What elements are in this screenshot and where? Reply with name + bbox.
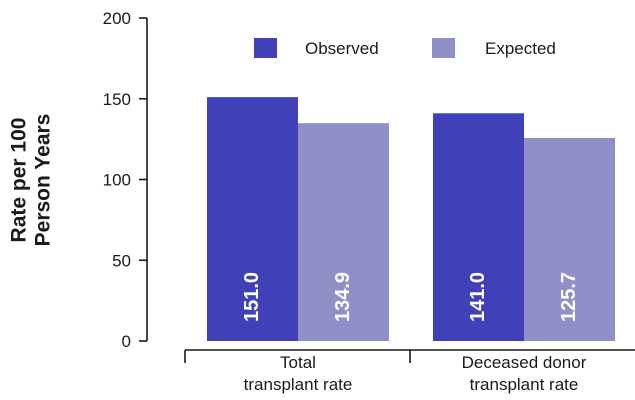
y-tick-label: 0 bbox=[122, 332, 131, 351]
legend: Observed Expected bbox=[254, 38, 556, 58]
bars: 151.0 134.9 141.0 125.7 bbox=[207, 97, 615, 341]
legend-label: Expected bbox=[485, 39, 556, 58]
bar-observed bbox=[207, 97, 298, 341]
bar-expected bbox=[524, 137, 615, 341]
bar-expected bbox=[298, 123, 389, 341]
x-category-label: Total transplant rate bbox=[244, 353, 353, 394]
x-category-label-line: transplant rate bbox=[470, 375, 579, 394]
x-category-label-line: Total bbox=[280, 353, 316, 372]
y-tick-label: 150 bbox=[103, 90, 131, 109]
bar-value-label: 141.0 bbox=[467, 272, 489, 322]
bar-value-label: 134.9 bbox=[332, 272, 354, 322]
legend-swatch-expected bbox=[432, 38, 455, 58]
bar-observed bbox=[433, 113, 524, 341]
y-axis-label-line: Person Years bbox=[32, 114, 55, 247]
y-axis: 0 50 100 150 200 bbox=[103, 9, 148, 351]
y-axis-label: Rate per 100Person Years bbox=[7, 114, 54, 247]
y-tick-label: 200 bbox=[103, 9, 131, 28]
x-axis: Total transplant rate Deceased donor transp… bbox=[184, 349, 635, 394]
x-category-label-line: transplant rate bbox=[244, 375, 353, 394]
bar-value-label: 125.7 bbox=[558, 272, 580, 322]
x-category-label-line: Deceased donor bbox=[462, 353, 587, 372]
legend-label: Observed bbox=[305, 39, 379, 58]
y-tick-label: 50 bbox=[112, 251, 131, 270]
x-category-label: Deceased donor transplant rate bbox=[462, 353, 587, 394]
legend-swatch-observed bbox=[254, 38, 277, 58]
y-tick-label: 100 bbox=[103, 171, 131, 190]
bar-value-label: 151.0 bbox=[241, 272, 263, 322]
y-axis-title: Rate per 100Person Years bbox=[7, 114, 54, 247]
y-axis-label-line: Rate per 100 bbox=[7, 118, 30, 243]
